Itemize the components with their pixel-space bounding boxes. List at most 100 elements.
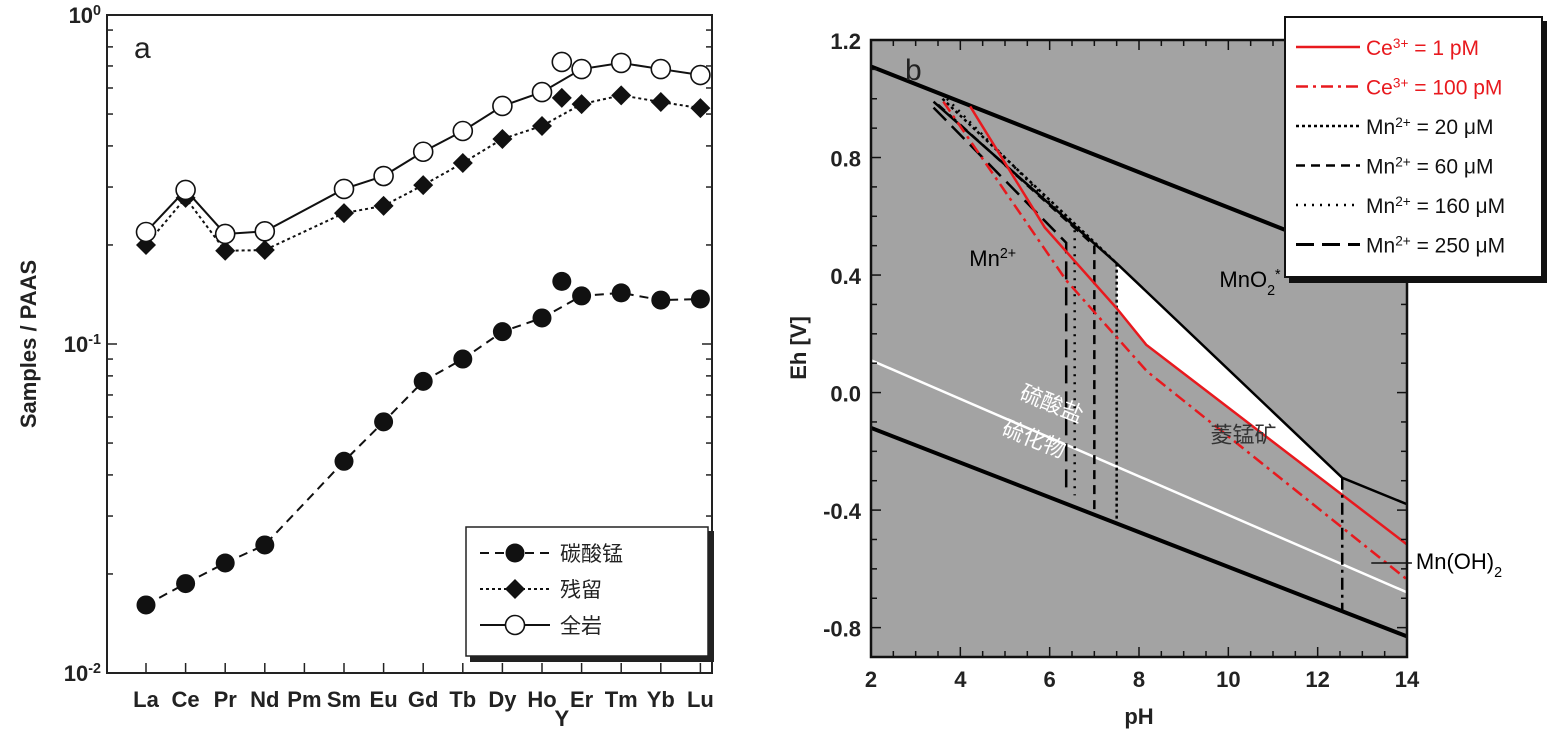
line-Ce-1pM (969, 105, 1407, 546)
text-part: 全岩 (560, 615, 602, 638)
annotation: Mn2+ (969, 246, 1016, 271)
text-part: a (134, 32, 151, 65)
text-part: Tb (449, 687, 476, 712)
text-part: 2+ (1395, 115, 1411, 130)
x-tick-label: Dy (488, 687, 517, 712)
legend-box (465, 526, 709, 657)
text-part: 2 (1267, 283, 1275, 299)
data-point (373, 195, 394, 216)
panel-label: a (134, 32, 151, 65)
data-point (373, 165, 394, 187)
data-point (551, 87, 572, 108)
legend-label: 碳酸锰 (560, 543, 623, 566)
text-part: = 100 pM (1408, 77, 1502, 100)
text-part: Eh [V] (786, 316, 811, 380)
text-part: 6 (1044, 667, 1056, 692)
data-point (255, 535, 275, 555)
legend-label: Mn2+ = 60 μM (1366, 154, 1493, 179)
data-point (254, 240, 275, 261)
data-point (504, 614, 526, 636)
text-part: 10 (69, 3, 93, 28)
x-tick-label: Er (570, 687, 594, 712)
series-0 (136, 271, 710, 615)
annotation: Mn(OH)2 (1416, 549, 1502, 581)
y-tick-label: 1.2 (830, 29, 861, 54)
data-point (690, 98, 711, 119)
text-part: Ce (1366, 37, 1393, 60)
text-part: = 1 pM (1408, 37, 1479, 60)
x-tick-label: 8 (1133, 667, 1145, 692)
data-point (214, 223, 236, 245)
y-axis-label: Eh [V] (786, 316, 811, 380)
text-part: 10 (64, 332, 88, 357)
text-part: 2+ (1395, 154, 1411, 169)
data-point (334, 203, 354, 224)
data-point (492, 322, 512, 342)
data-point (571, 58, 592, 80)
text-part: 8 (1133, 667, 1145, 692)
x-tick-label: Tb (449, 687, 476, 712)
x-tick-label: Lu (687, 687, 714, 712)
data-point (551, 51, 573, 73)
text-part: Mn(OH) (1416, 549, 1494, 574)
text-part: = 60 μM (1411, 156, 1494, 179)
y-tick-label: -0.8 (823, 617, 861, 642)
text-part: 3+ (1393, 75, 1409, 90)
y-tick-label: 0.0 (830, 382, 861, 407)
text-part: 14 (1395, 667, 1420, 692)
y-tick-label: -0.4 (823, 499, 862, 524)
text-part: Lu (687, 687, 714, 712)
data-point (334, 451, 354, 471)
text-part: Er (570, 687, 594, 712)
x-axis-label: pH (1124, 704, 1153, 729)
text-part: Ce (1366, 77, 1393, 100)
text-part: Mn (1366, 195, 1395, 218)
x-tick-label: 6 (1044, 667, 1056, 692)
text-part: 碳酸锰 (560, 543, 623, 566)
data-point (254, 221, 276, 242)
text-part: 10 (1216, 667, 1240, 692)
text-part: Gd (408, 687, 439, 712)
y-tick-label: 100 (69, 3, 101, 28)
text-part: 3+ (1393, 36, 1409, 51)
legend-label: 全岩 (560, 615, 602, 638)
text-part: Y (554, 706, 569, 731)
text-part: Tm (605, 687, 638, 712)
x-tick-label: Ce (172, 687, 200, 712)
x-tick-label: Pm (287, 687, 321, 712)
y-axis-label: Samples / PAAS (16, 260, 41, 428)
text-part: 10 (64, 661, 88, 686)
text-part: Pm (287, 687, 321, 712)
line-MnO2-boundary (932, 100, 1407, 506)
x-tick-label: Nd (250, 687, 279, 712)
legend-label: Mn2+ = 250 μM (1366, 233, 1505, 258)
data-point (215, 553, 235, 573)
x-tick-label: Eu (370, 687, 398, 712)
series-2 (135, 51, 711, 245)
data-point (176, 574, 196, 594)
text-part: Mn (1366, 116, 1395, 139)
data-point (690, 64, 711, 86)
data-point (552, 271, 572, 291)
data-point (136, 595, 156, 615)
text-part: 1.2 (830, 29, 861, 54)
data-point (505, 543, 525, 563)
y-tick-label: 10-2 (64, 661, 101, 686)
data-point (412, 141, 434, 163)
data-point (651, 290, 671, 310)
text-part: Samples / PAAS (16, 260, 41, 428)
line-water-lower (871, 425, 1407, 639)
legend-label: Mn2+ = 160 μM (1366, 194, 1505, 219)
data-point (611, 85, 632, 106)
y-tick-label: 10-1 (64, 332, 101, 357)
x-tick-label: Gd (408, 687, 439, 712)
y-tick-label: 0.4 (830, 264, 861, 289)
white-region (1116, 263, 1343, 496)
data-point (690, 289, 710, 309)
text-part: 2 (865, 667, 877, 692)
x-tick-label: Sm (327, 687, 361, 712)
plot-content (871, 64, 1407, 639)
